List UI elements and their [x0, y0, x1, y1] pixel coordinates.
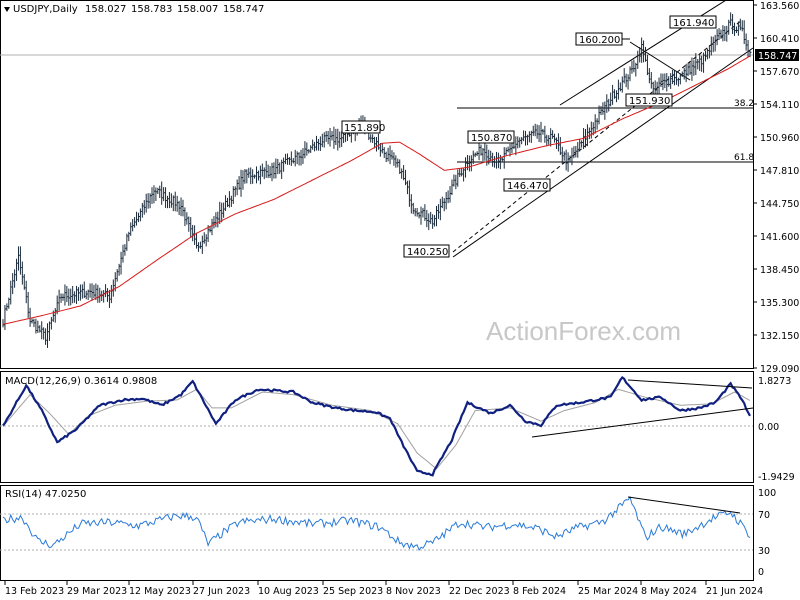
price-axis: 163.560 160.410 157.670 154.110 150.960 147.8… [753, 1, 799, 375]
rsi-panel [0, 485, 754, 581]
annotation-161940: 161.940 [669, 15, 717, 29]
price-tick-label: 144.750 [760, 199, 799, 210]
macd-panel [0, 371, 754, 483]
date-tick-label: 8 May 2024 [641, 586, 697, 597]
header-close: 158.747 [223, 4, 264, 15]
macd-lower-trend [531, 407, 754, 438]
date-tick-label: 13 Feb 2023 [5, 586, 64, 597]
svg-text:158.747: 158.747 [758, 51, 797, 62]
price-tick-label: 132.150 [760, 331, 799, 342]
annotation-140250: 140.250 [403, 244, 450, 258]
rsi-tick-100: 100 [758, 488, 776, 499]
price-tick-label: 147.810 [760, 166, 799, 177]
rsi-trend [627, 496, 741, 514]
header-symbol: USDJPY,Daily [13, 4, 78, 15]
rsi-tick-70: 70 [758, 510, 770, 521]
candle-group [2, 12, 752, 348]
fib-61-label: 61.8 [734, 153, 754, 163]
svg-text:150.870: 150.870 [471, 133, 512, 144]
annotation-146470: 146.470 [503, 178, 551, 192]
moving-average-line [2, 55, 751, 325]
svg-text:160.200: 160.200 [579, 35, 620, 46]
current-price-tag: 158.747 [755, 49, 799, 62]
rsi-tick-30: 30 [758, 546, 770, 557]
rsi-tick-0: 0 [758, 567, 764, 578]
price-tick-label: 135.300 [760, 298, 799, 309]
price-tick-label: 160.410 [760, 34, 799, 45]
channel-upper-line [559, 0, 728, 106]
annotation-151930: 151.930 [625, 93, 673, 107]
price-tick-label: 154.110 [760, 100, 799, 111]
header-low: 158.007 [177, 4, 218, 15]
rsi-line [2, 495, 751, 552]
svg-text:151.890: 151.890 [344, 123, 385, 134]
date-tick-label: 12 May 2023 [129, 586, 191, 597]
svg-text:140.250: 140.250 [407, 247, 448, 258]
date-tick-label: 27 Jun 2023 [193, 586, 250, 597]
date-tick-label: 22 Dec 2023 [449, 586, 510, 597]
annotation-160200: 160.200 [575, 32, 630, 46]
date-tick-label: 29 Mar 2023 [67, 586, 127, 597]
macd-tick-zero: 0.00 [758, 422, 779, 433]
collapse-arrow-icon[interactable] [4, 7, 10, 12]
price-tick-label: 129.090 [760, 364, 799, 375]
date-tick-label: 8 Feb 2024 [513, 586, 566, 597]
price-tick-label: 157.670 [760, 67, 799, 78]
channel-mid-line [452, 19, 743, 253]
date-tick-label: 8 Nov 2023 [386, 586, 441, 597]
header-open: 158.027 [85, 4, 126, 15]
price-tick-label: 141.600 [760, 232, 799, 243]
date-axis: 13 Feb 2023 29 Mar 2023 12 May 2023 27 Jun … [4, 581, 763, 597]
macd-tick-bottom: -1.9429 [758, 472, 795, 483]
svg-text:161.940: 161.940 [673, 18, 714, 29]
price-tick-label: 150.960 [760, 133, 799, 144]
macd-upper-trend [627, 379, 753, 389]
date-tick-label: 25 Sep 2023 [323, 586, 383, 597]
rsi-title: RSI(14) 47.0250 [5, 489, 86, 500]
watermark: ActionForex.com [486, 316, 681, 346]
date-tick-label: 10 Aug 2023 [258, 586, 319, 597]
svg-text:146.470: 146.470 [507, 181, 548, 192]
macd-tick-top: 1.8273 [758, 376, 791, 387]
channel-lower-line [452, 47, 754, 258]
header-high: 158.783 [131, 4, 172, 15]
annotation-151890: 151.890 [341, 120, 385, 134]
svg-text:151.930: 151.930 [629, 96, 670, 107]
fib-38-label: 38.2 [734, 99, 754, 109]
macd-line [2, 375, 751, 477]
annotation-150870: 150.870 [467, 130, 515, 144]
date-tick-label: 25 Mar 2024 [578, 586, 638, 597]
date-tick-label: 21 Jun 2024 [706, 586, 763, 597]
price-tick-label: 163.560 [760, 1, 799, 12]
price-tick-label: 138.450 [760, 265, 799, 276]
macd-title: MACD(12,26,9) 0.3614 0.9808 [5, 376, 157, 387]
